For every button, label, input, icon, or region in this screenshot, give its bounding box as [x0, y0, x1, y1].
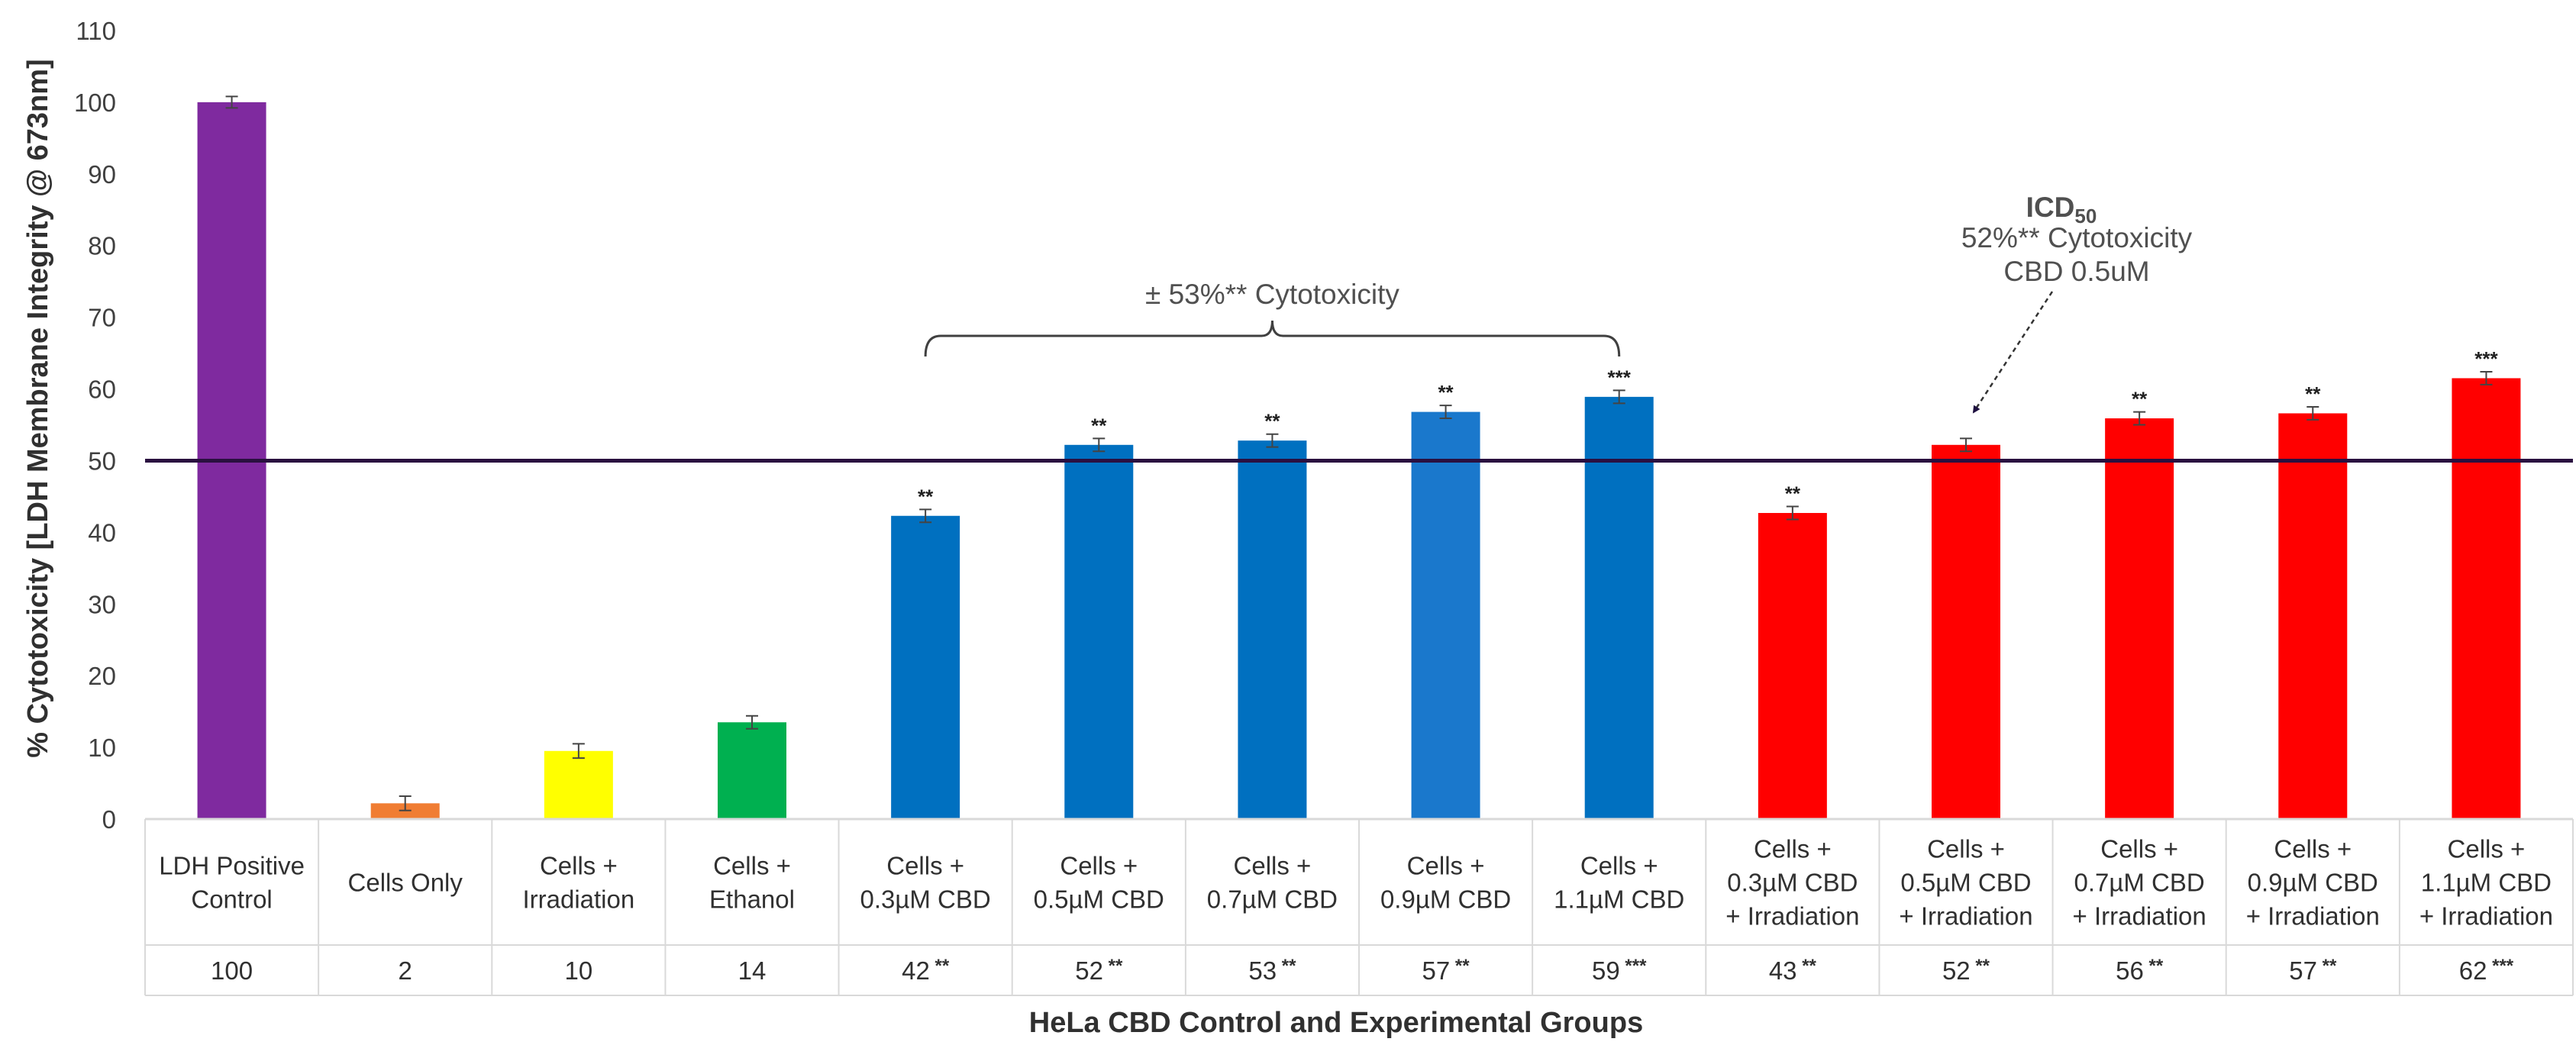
x-tick-label: Cells + Ethanol — [709, 852, 795, 914]
significance-mark: ** — [1785, 482, 1801, 505]
table-value: 14 — [738, 956, 767, 985]
significance-mark: *** — [2474, 347, 2498, 370]
significance-mark: ** — [918, 485, 934, 508]
table-value: 42 ** — [902, 956, 950, 985]
x-tick-label: Cells Only — [348, 869, 463, 897]
table-value: 52 ** — [1942, 956, 1990, 985]
table-value: 52 ** — [1075, 956, 1123, 985]
table-value: 57 ** — [2289, 956, 2337, 985]
x-tick-label: Cells +0.5µM CBD — [1034, 852, 1164, 914]
bar — [2278, 413, 2348, 819]
bar — [1758, 513, 1827, 819]
significance-mark: ** — [2305, 382, 2321, 405]
bars: **** *********** ***** — [145, 95, 2573, 820]
table-value: 53 ** — [1248, 956, 1296, 985]
bar — [1584, 396, 1654, 819]
y-tick-label: 80 — [88, 232, 116, 260]
x-tick-label: Cells +0.3µM CBD — [860, 852, 991, 914]
significance-mark: ** — [1264, 410, 1280, 433]
table-value: 43 ** — [1769, 956, 1817, 985]
significance-mark: ** — [2132, 388, 2148, 411]
icd-line: CBD 0.5uM — [2003, 256, 2149, 287]
y-tick-label: 50 — [88, 447, 116, 475]
table-value: 100 — [211, 956, 253, 985]
bar — [1932, 444, 2000, 819]
y-axis-title: % Cytotoxicity [LDH Membrane Integrity @… — [22, 59, 54, 757]
bar — [1238, 440, 1307, 819]
y-tick-label: 0 — [102, 805, 116, 834]
y-tick-label: 100 — [74, 89, 116, 117]
x-tick-label: Cells +0.7µM CBD + Irradiation — [2073, 835, 2206, 931]
data-table: LDH Positive Control Cells Only Cells + Irra… — [144, 818, 2574, 996]
icd-arrow — [1972, 291, 2054, 414]
x-tick-label: Cells +1.1µM CBD + Irradiation — [2419, 835, 2553, 931]
x-tick-label: Cells + Irradiation — [522, 852, 634, 914]
icd-line: 52%** Cytotoxicity — [1961, 222, 2193, 253]
x-tick-label: Cells +0.9µM CBD — [1380, 852, 1511, 914]
x-tick-label: Cells +0.9µM CBD + Irradiation — [2246, 835, 2380, 931]
y-tick-label: 90 — [88, 160, 116, 189]
bar — [2452, 378, 2521, 819]
y-tick-label: 10 — [88, 734, 116, 762]
table-value: 57 ** — [1422, 956, 1470, 985]
bracket-label: ± 53%** Cytotoxicity — [1145, 279, 1399, 310]
bar — [718, 722, 786, 819]
significance-mark: *** — [1608, 366, 1632, 389]
y-tick-label: 60 — [88, 376, 116, 404]
significance-mark: ** — [1438, 381, 1454, 404]
x-tick-label: Cells +0.3µM CBD + Irradiation — [1725, 835, 1859, 931]
table-value: 59 *** — [1592, 956, 1647, 985]
x-tick-label: LDH Positive Control — [159, 852, 305, 914]
bar — [1064, 444, 1134, 819]
bar — [891, 515, 960, 819]
x-tick-label: Cells +1.1µM CBD — [1554, 852, 1684, 914]
table-value: 10 — [564, 956, 592, 985]
table-value: 56 ** — [2116, 956, 2164, 985]
icd-title: ICD50 — [2026, 192, 2097, 227]
bracket — [924, 320, 1621, 357]
x-axis-title: HeLa CBD Control and Experimental Groups — [1029, 1007, 1643, 1039]
bar — [1411, 411, 1480, 819]
table-value: 2 — [399, 956, 412, 985]
bar — [544, 750, 613, 819]
y-tick-label: 110 — [76, 17, 116, 45]
table-value: 62 *** — [2459, 956, 2514, 985]
y-axis: 0 10 20 30 40 50 60 70 80 90 100 110 — [74, 17, 116, 834]
y-tick-label: 30 — [88, 590, 116, 618]
y-tick-label: 70 — [88, 304, 116, 332]
significance-mark: ** — [1091, 414, 1107, 437]
y-tick-label: 40 — [88, 518, 116, 547]
x-tick-label: Cells +0.7µM CBD — [1207, 852, 1338, 914]
y-tick-label: 20 — [88, 662, 116, 690]
bar — [2105, 418, 2174, 819]
x-tick-label: Cells +0.5µM CBD + Irradiation — [1899, 835, 2032, 931]
